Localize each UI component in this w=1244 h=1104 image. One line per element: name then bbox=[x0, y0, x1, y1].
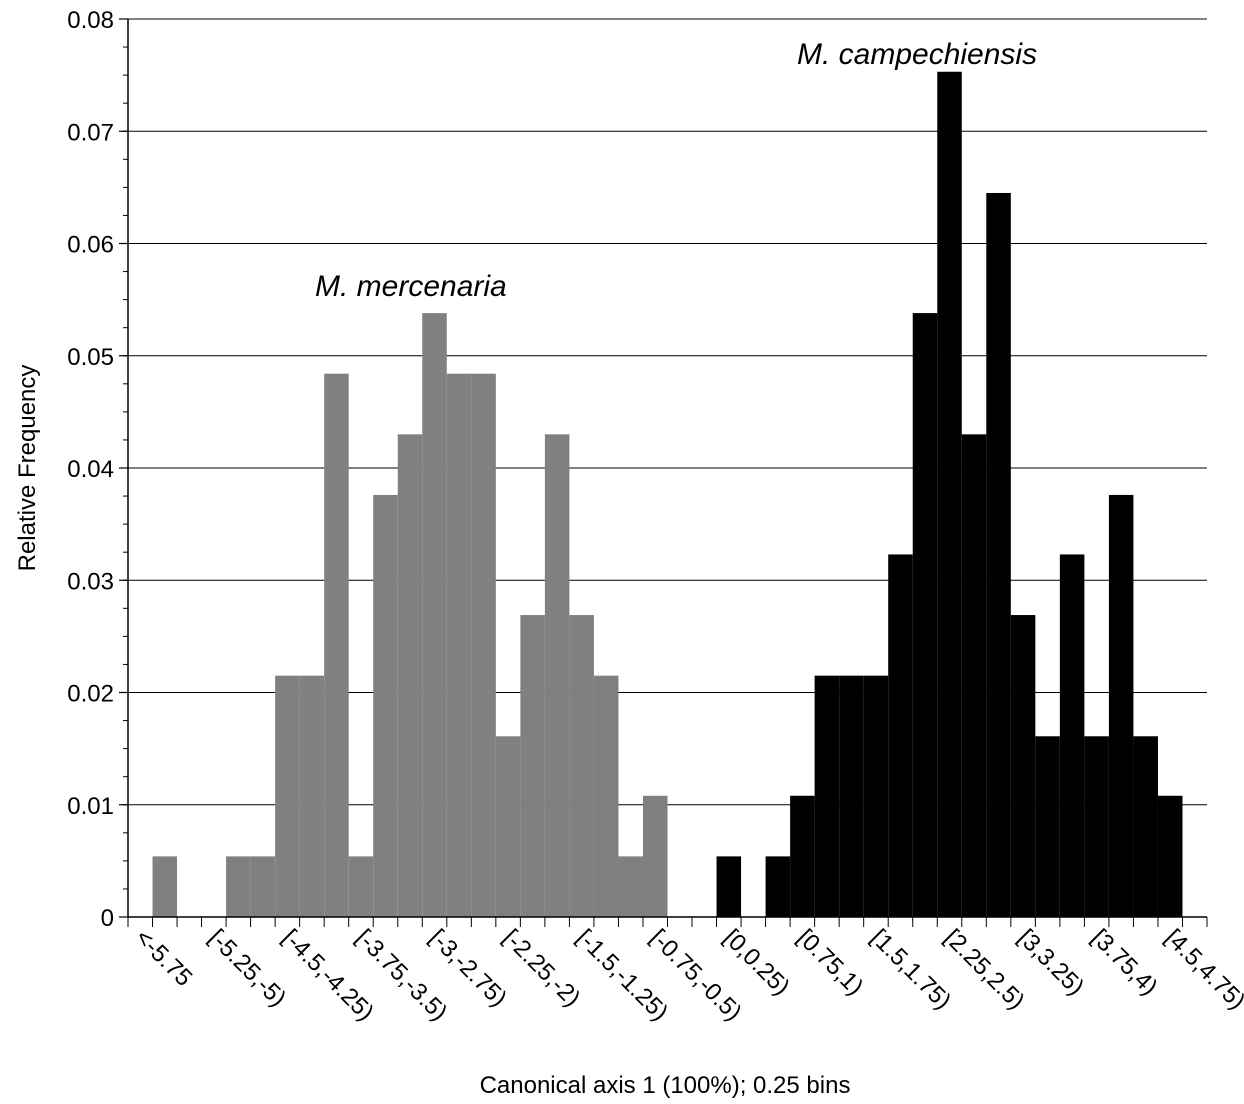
bar-mercenaria bbox=[422, 313, 447, 918]
y-tick-label: 0.04 bbox=[67, 456, 114, 483]
bar-mercenaria bbox=[593, 675, 619, 917]
y-tick-label: 0.06 bbox=[67, 232, 114, 259]
bar-mercenaria bbox=[226, 856, 251, 917]
x-tick-label: <-5.75 bbox=[130, 924, 198, 992]
bar-campechiensis bbox=[814, 675, 840, 917]
x-tick-label: [-5.25,-5) bbox=[203, 924, 291, 1012]
bar-mercenaria bbox=[348, 856, 374, 917]
y-tick-label: 0.02 bbox=[67, 681, 114, 708]
bar-campechiensis bbox=[863, 675, 889, 917]
bar-mercenaria bbox=[544, 434, 570, 917]
bar-mercenaria bbox=[299, 675, 325, 917]
y-tick-label: 0.07 bbox=[67, 119, 114, 146]
bar-mercenaria bbox=[446, 373, 472, 918]
bar-mercenaria bbox=[152, 856, 178, 917]
bar-campechiensis bbox=[765, 856, 791, 917]
bar-campechiensis bbox=[839, 675, 864, 917]
y-tick-label: 0.05 bbox=[67, 344, 114, 371]
bar-campechiensis bbox=[790, 795, 815, 917]
x-tick-label: [4.5,4.75) bbox=[1160, 924, 1244, 1015]
bar-campechiensis bbox=[716, 856, 742, 917]
bar-mercenaria bbox=[373, 494, 398, 917]
y-tick-labels: 0 0.01 0.02 0.03 0.04 0.05 0.06 0.07 0.08 bbox=[67, 7, 114, 932]
bar-campechiensis bbox=[937, 71, 962, 917]
bar-campechiensis bbox=[961, 434, 987, 917]
series-label-campechiensis: M. campechiensis bbox=[797, 38, 1037, 71]
bar-campechiensis bbox=[888, 554, 913, 917]
bar-campechiensis bbox=[912, 313, 938, 918]
x-tick-label: [3.75,4) bbox=[1086, 924, 1163, 1001]
y-tick-label: 0.08 bbox=[67, 7, 114, 34]
bars bbox=[152, 71, 1183, 918]
x-axis-title: Canonical axis 1 (100%); 0.25 bins bbox=[480, 1072, 851, 1099]
bar-campechiensis bbox=[1108, 494, 1134, 917]
bar-mercenaria bbox=[471, 373, 496, 918]
bar-campechiensis bbox=[1133, 736, 1158, 917]
bar-mercenaria bbox=[250, 856, 276, 917]
y-tick-label: 0.03 bbox=[67, 568, 114, 595]
bar-mercenaria bbox=[495, 736, 521, 917]
bar-mercenaria bbox=[275, 675, 300, 917]
y-axis-title: Relative Frequency bbox=[14, 365, 41, 572]
axes bbox=[119, 18, 1208, 927]
x-tick-label: [-2.25,-2) bbox=[498, 924, 586, 1012]
bar-mercenaria bbox=[520, 615, 545, 917]
x-tick-label: [1.5,1.75) bbox=[865, 924, 956, 1015]
bar-campechiensis bbox=[1059, 554, 1085, 917]
bar-mercenaria bbox=[324, 373, 349, 918]
bar-mercenaria bbox=[397, 434, 423, 917]
bar-campechiensis bbox=[1084, 736, 1109, 917]
x-tick-labels: <-5.75 [-5.25,-5)[-4.5,-4.25)[-3.75,-3.5)… bbox=[130, 924, 1244, 1026]
y-tick-label: 0.01 bbox=[67, 793, 114, 820]
bar-campechiensis bbox=[1010, 615, 1036, 917]
x-tick-label: [2.25,2.5) bbox=[939, 924, 1030, 1015]
bar-campechiensis bbox=[1157, 795, 1183, 917]
bar-mercenaria bbox=[569, 615, 594, 917]
x-tick-label: [0.75,1) bbox=[792, 924, 869, 1001]
series-label-mercenaria: M. mercenaria bbox=[315, 270, 507, 303]
bar-mercenaria bbox=[642, 795, 668, 917]
bar-mercenaria bbox=[618, 856, 643, 917]
bar-campechiensis bbox=[986, 192, 1011, 918]
y-tick-label: 0 bbox=[101, 905, 114, 932]
bar-campechiensis bbox=[1035, 736, 1060, 917]
